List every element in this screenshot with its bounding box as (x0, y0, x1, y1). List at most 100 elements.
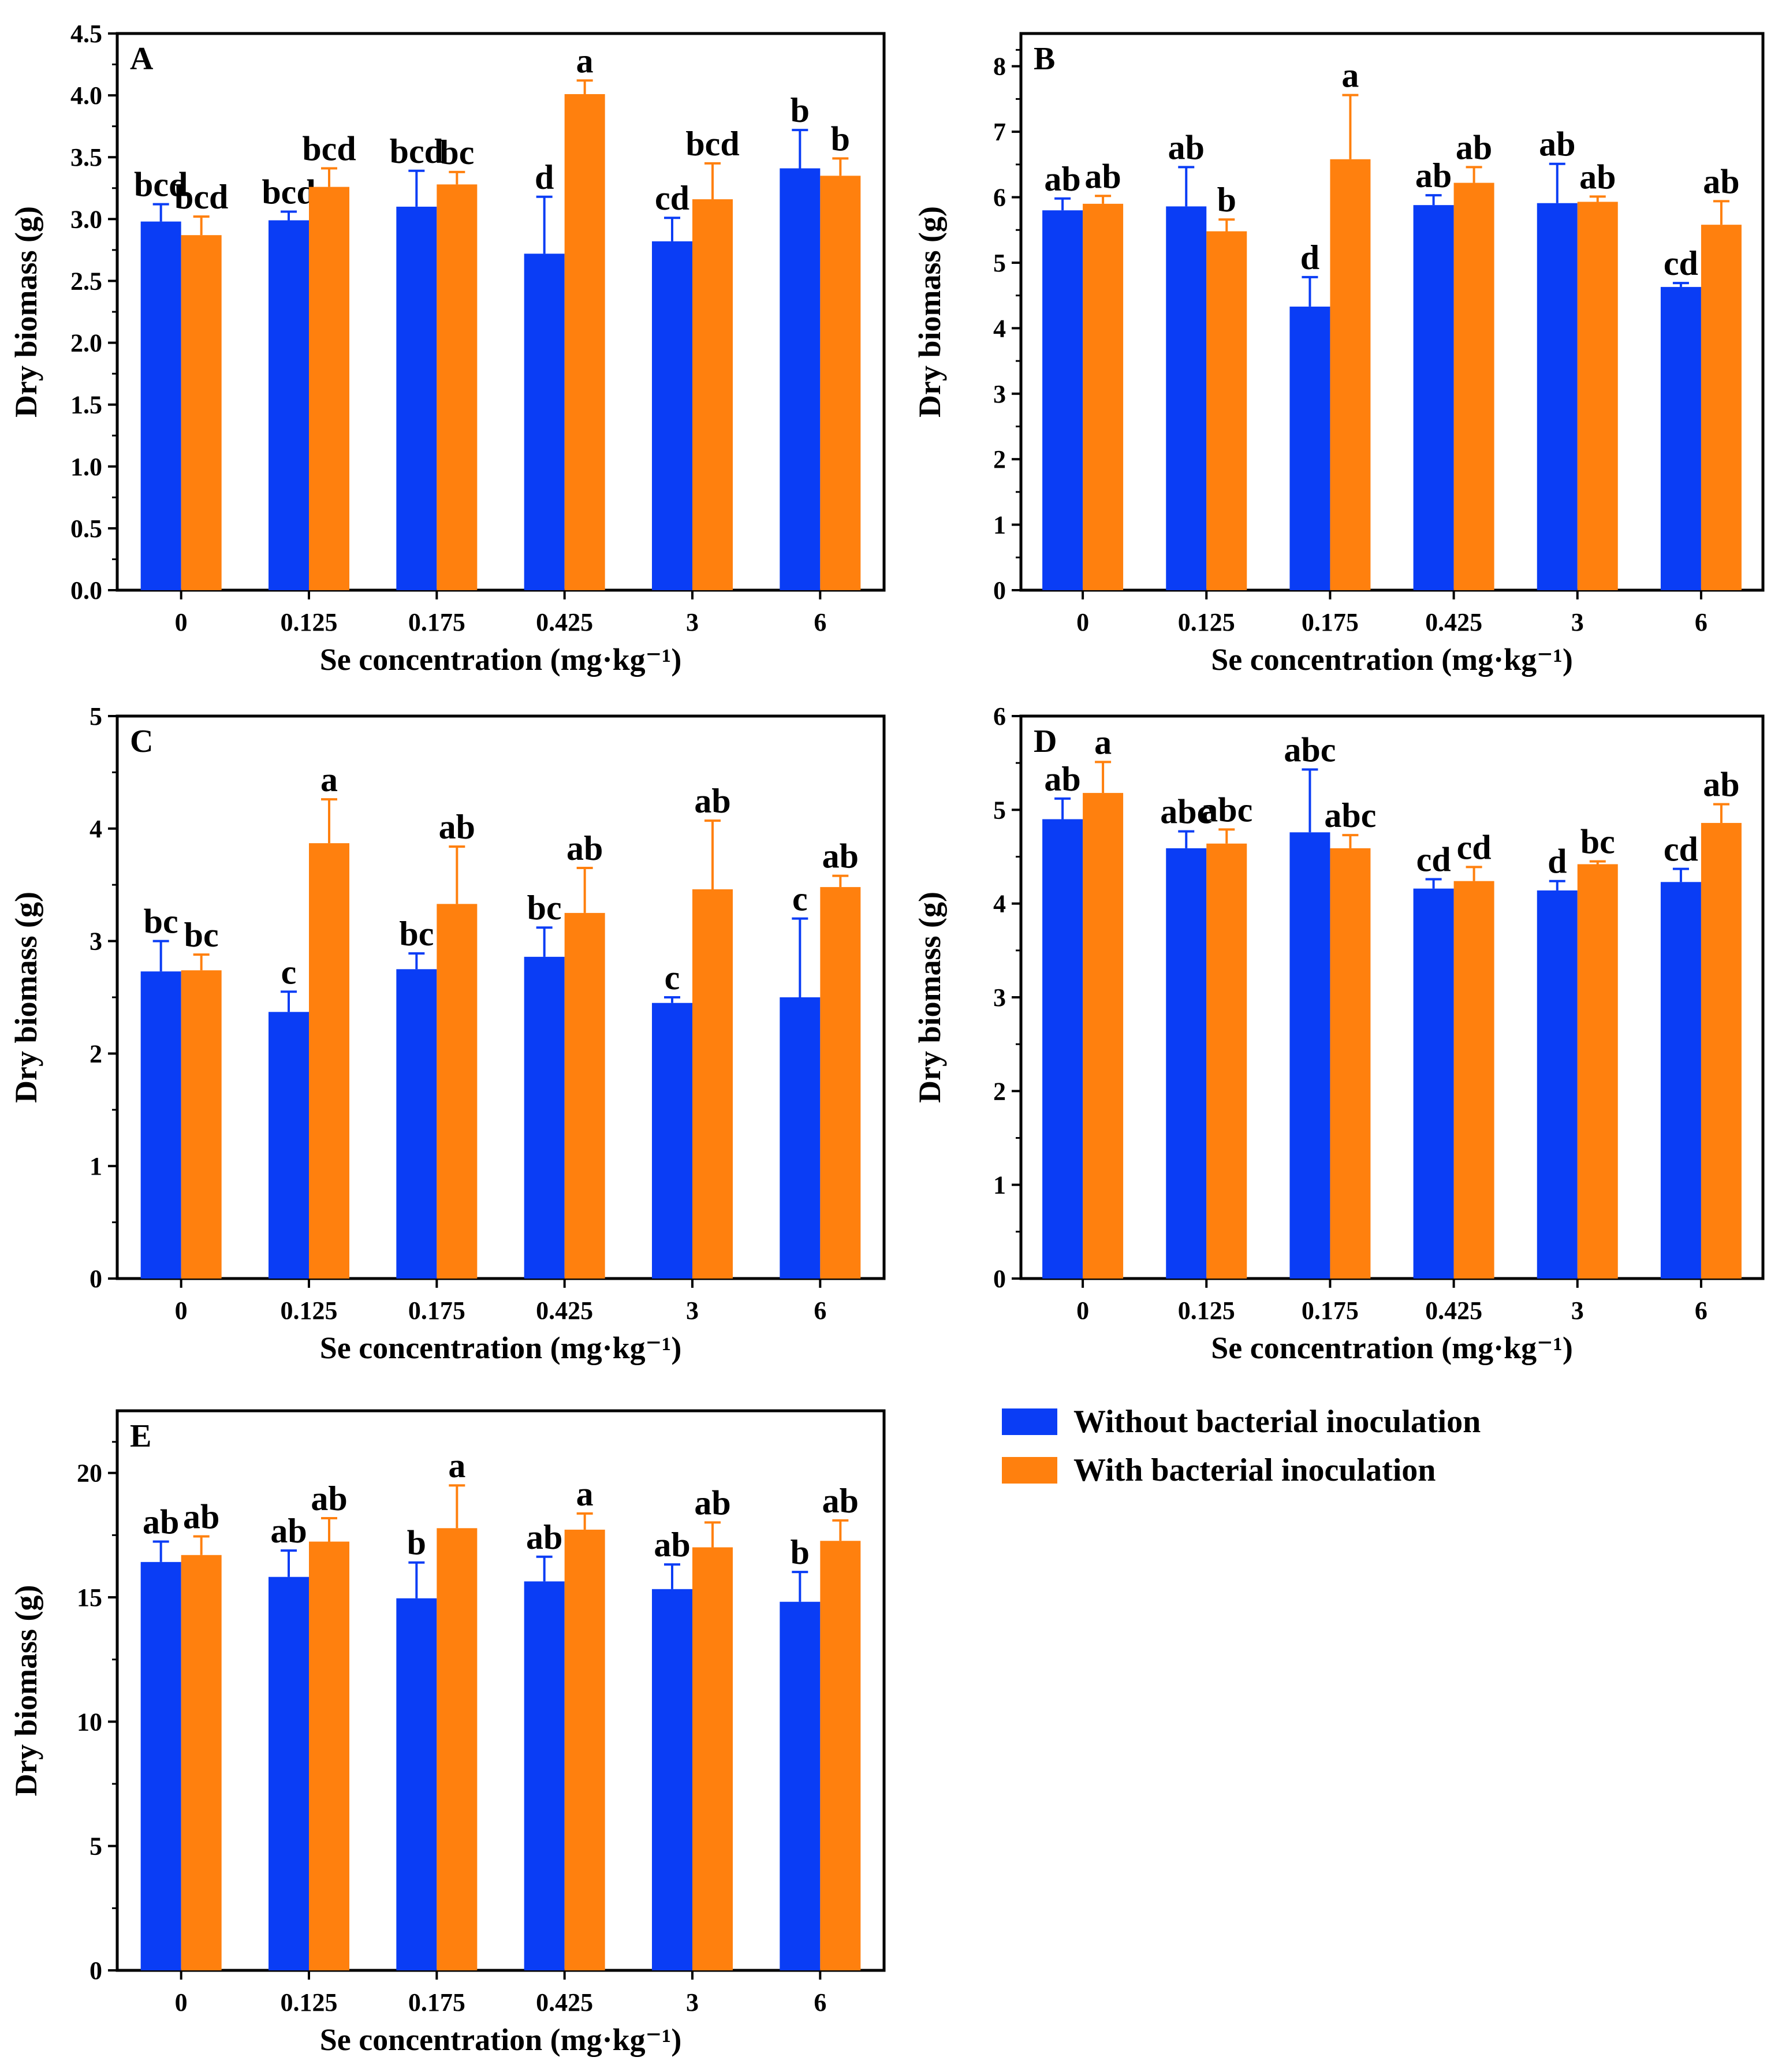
y-tick-label: 3 (90, 927, 102, 956)
bar-without-0.175 (1289, 306, 1330, 590)
y-tick-label: 0 (90, 1265, 102, 1293)
significance-label: b (791, 91, 810, 129)
bar-with-0.125 (1206, 843, 1247, 1279)
significance-label: abc (1284, 731, 1336, 769)
bar-with-6 (820, 176, 861, 590)
bar-without-0.125 (269, 220, 309, 590)
significance-label: a (576, 1475, 594, 1513)
x-tick-label: 0.175 (408, 1988, 465, 2017)
bar-with-0.425 (564, 94, 605, 591)
bar-with-6 (1701, 823, 1742, 1279)
y-tick-label: 3.5 (70, 143, 102, 172)
significance-label: a (448, 1447, 465, 1485)
bar-without-0.125 (1166, 848, 1207, 1279)
significance-label: cd (1664, 244, 1698, 282)
significance-label: ab (694, 782, 730, 820)
y-axis-title: Dry biomass (g) (912, 206, 947, 418)
y-tick-label: 20 (77, 1459, 102, 1488)
significance-label: a (1094, 724, 1112, 762)
bar-without-6 (780, 1601, 821, 1970)
x-tick-label: 0.425 (1425, 1296, 1482, 1325)
x-tick-label: 0.425 (536, 1988, 593, 2017)
bar-without-0.175 (1289, 832, 1330, 1279)
significance-label: ab (1084, 157, 1121, 195)
y-tick-label: 8 (993, 53, 1006, 81)
significance-label: cd (1664, 830, 1698, 869)
significance-label: ab (694, 1484, 730, 1522)
significance-label: ab (822, 837, 859, 875)
x-tick-label: 6 (1695, 608, 1708, 636)
x-tick-label: 0.125 (281, 1296, 338, 1325)
y-tick-label: 3 (993, 380, 1006, 408)
plot-frame (1019, 714, 1765, 1280)
bar-without-6 (780, 997, 821, 1279)
legend-item-without: Without bacterial inoculation (1002, 1398, 1481, 1446)
x-tick-label: 0.125 (1178, 608, 1235, 636)
bar-without-6 (1660, 286, 1701, 590)
y-axis-title: Dry biomass (g) (9, 892, 43, 1103)
y-tick-label: 2.5 (70, 267, 102, 295)
panel-letter: E (130, 1418, 151, 1454)
significance-label: abc (1160, 793, 1212, 831)
y-tick-label: 1 (993, 1171, 1006, 1199)
y-tick-label: 1.5 (70, 391, 102, 419)
bar-with-0.175 (437, 904, 478, 1279)
significance-label: bcd (174, 178, 228, 216)
significance-label: ab (1703, 162, 1739, 200)
panel-a: 0.0 0.5 1.0 1.5 2.0 2.5 3.0 3.5 4.0 4.5 Dry biomas… (9, 20, 886, 677)
significance-label: bcd (390, 132, 443, 170)
significance-label: ab (311, 1480, 347, 1518)
legend-swatch-with (1002, 1457, 1057, 1484)
bar-without-0.425 (524, 956, 565, 1279)
significance-label: ab (143, 1503, 179, 1541)
y-axis-title: Dry biomass (g) (9, 206, 43, 418)
significance-label: d (1300, 238, 1319, 277)
bar-with-0 (1083, 203, 1124, 590)
y-tick-label: 4.5 (70, 20, 102, 48)
y-axis-title: Dry biomass (g) (9, 1585, 43, 1797)
significance-label: cd (1457, 828, 1492, 866)
bar-without-6 (780, 168, 821, 591)
bar-without-0.125 (1166, 206, 1207, 590)
y-tick-label: 3 (993, 983, 1006, 1012)
bar-with-0.425 (1453, 881, 1494, 1279)
y-tick-label: 6 (993, 184, 1006, 212)
y-tick-label: 0 (993, 576, 1006, 605)
y-tick-label: 1 (90, 1152, 102, 1180)
y-tick-label: 4.0 (70, 81, 102, 110)
bar-without-6 (1660, 882, 1701, 1279)
bar-without-0.125 (269, 1012, 309, 1279)
x-tick-label: 0.175 (1302, 608, 1359, 636)
significance-label: ab (1703, 766, 1739, 804)
significance-label: bcd (302, 130, 356, 168)
legend-item-with: With bacterial inoculation (1002, 1446, 1481, 1495)
significance-label: cd (1416, 840, 1451, 878)
bar-with-3 (692, 1547, 733, 1970)
significance-label: bcd (262, 173, 315, 211)
significance-label: ab (1456, 128, 1492, 166)
y-tick-label: 1 (993, 511, 1006, 539)
bar-without-0.425 (1413, 205, 1454, 591)
bar-with-3 (692, 889, 733, 1279)
x-tick-label: 3 (686, 608, 699, 636)
bar-with-0.125 (309, 187, 349, 590)
x-axis-title: Se concentration (mg·kg⁻¹) (320, 1331, 682, 1365)
x-tick-label: 3 (686, 1988, 699, 2017)
bar-without-0 (140, 1562, 181, 1970)
bar-without-0.425 (524, 254, 565, 590)
significance-label: ab (654, 1526, 690, 1564)
significance-label: bc (144, 903, 178, 941)
x-tick-label: 3 (1571, 608, 1584, 636)
significance-label: bcd (685, 125, 739, 163)
bar-with-0.425 (564, 912, 605, 1279)
bar-with-0.125 (309, 843, 349, 1279)
significance-label: a (320, 761, 338, 799)
significance-label: ab (526, 1518, 562, 1556)
significance-label: c (792, 880, 808, 918)
significance-label: d (1548, 843, 1567, 881)
y-tick-label: 0.5 (70, 515, 102, 543)
